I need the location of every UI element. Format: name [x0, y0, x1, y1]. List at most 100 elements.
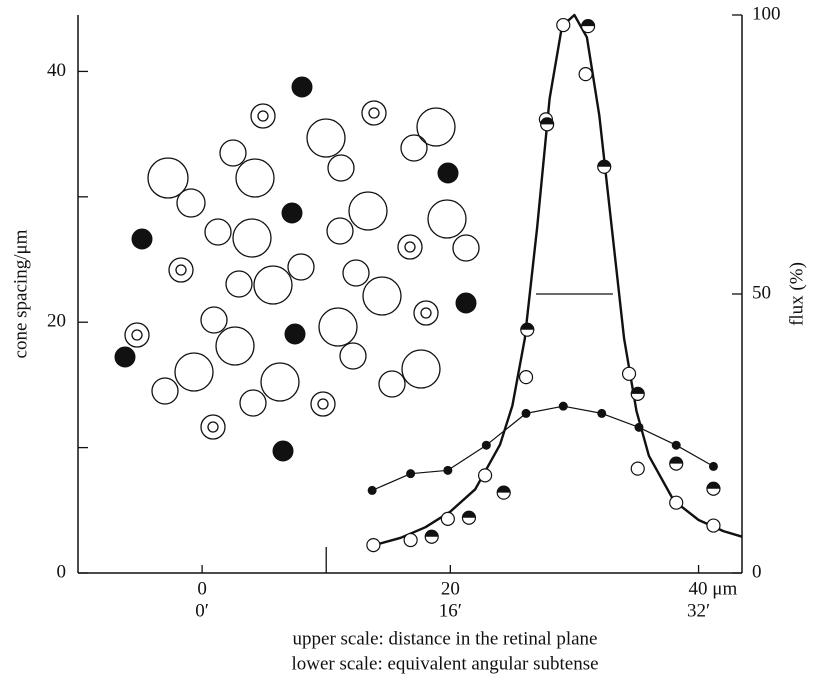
open-marker: [403, 532, 418, 548]
cone: [174, 352, 214, 392]
half-marker: [630, 386, 645, 401]
cone: [401, 349, 441, 389]
half-marker-fill: [425, 530, 439, 537]
y2-tick-label: 50: [752, 282, 771, 303]
cone: [287, 253, 315, 281]
cone-mosaic: [114, 76, 480, 462]
dot-marker: [597, 408, 607, 418]
caption: lower scale: equivalent angular subtense: [291, 653, 598, 674]
x-tick-label: 20: [441, 578, 460, 599]
filled-cone: [284, 323, 306, 345]
cone: [200, 306, 228, 334]
filled-cone: [131, 228, 153, 250]
series-line: [371, 405, 714, 491]
open-marker: [669, 495, 684, 510]
cone: [235, 158, 275, 198]
cone: [306, 118, 346, 158]
y-axis-label: cone spacing/μm: [10, 229, 31, 358]
cone: [215, 326, 255, 366]
half-marker-fill: [631, 387, 645, 394]
cone: [452, 234, 480, 262]
cone: [239, 389, 267, 417]
half-marker: [581, 19, 596, 34]
y-tick-label: 0: [57, 561, 67, 582]
cone: [151, 377, 179, 405]
dot-marker: [708, 461, 718, 471]
open-marker: [706, 518, 721, 533]
cone: [147, 157, 189, 199]
dot-marker: [367, 485, 377, 495]
caption: upper scale: distance in the retinal pla…: [293, 628, 598, 649]
ringed-cone: [361, 100, 387, 126]
half-marker-fill: [597, 160, 611, 167]
y2-tick-label: 0: [752, 561, 762, 582]
dot-marker: [671, 440, 681, 450]
lower-x-tick-label: 32′: [687, 600, 710, 621]
cone: [339, 342, 367, 370]
open-marker: [556, 17, 571, 33]
dot-marker: [481, 440, 491, 450]
dot-marker: [406, 469, 416, 479]
cone: [378, 370, 406, 398]
open-marker: [477, 468, 493, 483]
cone: [342, 259, 370, 287]
dot-marker: [521, 408, 531, 418]
half-marker-fill: [581, 19, 595, 27]
lower-x-tick-label: 0′: [195, 600, 209, 621]
filled-cone: [272, 440, 294, 462]
cone: [219, 139, 247, 167]
ringed-cone: [200, 414, 226, 440]
half-marker-fill: [497, 486, 511, 493]
open-marker: [578, 67, 593, 82]
ringed-cone: [310, 391, 336, 417]
x-tick-label: 40 μm: [689, 578, 738, 599]
ringed-cone: [124, 322, 150, 348]
cone: [225, 270, 253, 298]
dot-marker: [558, 401, 568, 411]
fit-curve: [371, 13, 743, 547]
open-marker: [630, 461, 645, 476]
cone: [318, 307, 358, 347]
cone: [260, 362, 300, 402]
y2-tick-label: 100: [752, 3, 781, 24]
half-marker: [706, 481, 721, 496]
y-tick-label: 20: [47, 311, 66, 332]
cone: [348, 191, 388, 231]
half-marker: [597, 159, 612, 174]
filled-cone: [455, 292, 477, 314]
dot-marker: [443, 465, 453, 475]
half-marker-fill: [520, 323, 534, 330]
cone: [204, 218, 232, 246]
y-tick-label: 40: [47, 60, 66, 81]
y2-axis-label: flux (%): [786, 262, 807, 326]
half-marker: [496, 485, 511, 500]
open-marker: [621, 366, 637, 381]
open-marker: [518, 370, 534, 385]
half-marker: [540, 117, 555, 132]
half-marker-fill: [669, 457, 683, 464]
half-marker-fill: [540, 117, 554, 125]
lower-x-tick-label: 16′: [439, 600, 462, 621]
ringed-cone: [250, 103, 276, 129]
x-tick-label: 0: [197, 578, 207, 599]
cone: [176, 188, 206, 218]
half-marker-fill: [462, 511, 476, 518]
half-marker: [520, 322, 535, 337]
filled-cone: [281, 202, 303, 224]
cone: [400, 134, 428, 162]
ringed-cone: [413, 300, 439, 326]
half-marker-fill: [706, 482, 720, 489]
cone: [326, 217, 354, 245]
filled-cone: [437, 162, 459, 184]
ringed-cone: [397, 234, 423, 260]
filled-cone: [114, 346, 136, 368]
cone: [427, 199, 467, 239]
open-marker: [366, 537, 381, 553]
half-marker: [424, 529, 439, 544]
half-marker: [461, 510, 477, 525]
half-marker: [669, 456, 684, 471]
open-marker: [440, 511, 455, 526]
cone: [327, 154, 355, 182]
ringed-cone: [168, 257, 194, 283]
